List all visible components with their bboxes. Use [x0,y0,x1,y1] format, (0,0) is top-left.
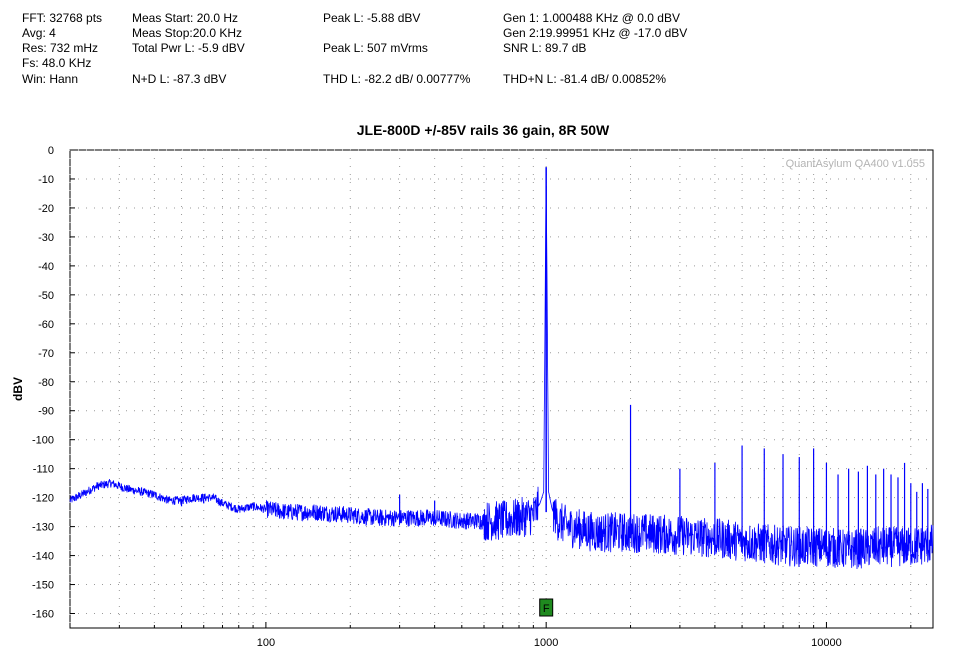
stat-meas-stop: Meas Stop:20.0 KHz [132,26,243,40]
stat-thdn: THD+N L: -81.4 dB/ 0.00852% [503,72,667,86]
y-tick-label: -10 [38,174,54,186]
stat-peak-vrms: Peak L: 507 mVrms [323,41,428,55]
y-tick-label: -150 [32,580,54,592]
stat-res: Res: 732 mHz [22,41,99,55]
stat-meas-start: Meas Start: 20.0 Hz [132,11,239,25]
y-axis-label: dBV [11,377,25,401]
stat-gen1: Gen 1: 1.000488 KHz @ 0.0 dBV [503,11,680,25]
y-tick-label: -140 [32,551,54,563]
y-tick-label: -30 [38,232,54,244]
y-tick-label: -130 [32,522,54,534]
y-tick-label: -40 [38,261,54,273]
marker-label: F [543,603,550,615]
stat-fs: Fs: 48.0 KHz [22,56,92,70]
frequency-marker[interactable]: F [539,598,554,617]
stat-gen2: Gen 2:19.99951 KHz @ -17.0 dBV [503,26,688,40]
x-tick-label: 1000 [534,637,558,649]
stat-win: Win: Hann [22,72,79,86]
stat-avg: Avg: 4 [22,26,56,40]
y-tick-label: -100 [32,435,54,447]
x-tick-label: 100 [257,637,275,649]
stat-total-pwr: Total Pwr L: -5.9 dBV [132,41,245,55]
x-tick-label: 10000 [811,637,842,649]
y-tick-label: -120 [32,493,54,505]
stat-nd: N+D L: -87.3 dBV [132,72,227,86]
marker-box[interactable] [539,598,554,617]
axis-ticks: 0 -10 -20 -30 -40 -50 -60 -70 -80 -90 -100 -110 -120… [32,145,912,649]
y-tick-label: -110 [33,464,54,476]
y-tick-label: -70 [38,348,54,360]
y-tick-label: -60 [38,319,54,331]
y-tick-label: -160 [32,609,54,621]
chart-title: JLE-800D +/-85V rails 36 gain, 8R 50W [357,122,610,138]
y-tick-label: -90 [38,406,54,418]
stat-fft: FFT: 32768 pts [22,11,103,25]
stat-thd: THD L: -82.2 dB/ 0.00777% [323,72,471,86]
y-tick-label: 0 [48,145,54,157]
stat-snr: SNR L: 89.7 dB [503,41,587,55]
spectrum-line [69,185,934,570]
y-tick-label: -80 [38,377,54,389]
series-layer [69,167,934,570]
y-tick-label: -20 [38,203,54,215]
y-tick-label: -50 [38,290,54,302]
watermark: QuantAsylum QA400 v1.055 [786,158,925,170]
stat-peak-dbv: Peak L: -5.88 dBV [323,11,421,25]
